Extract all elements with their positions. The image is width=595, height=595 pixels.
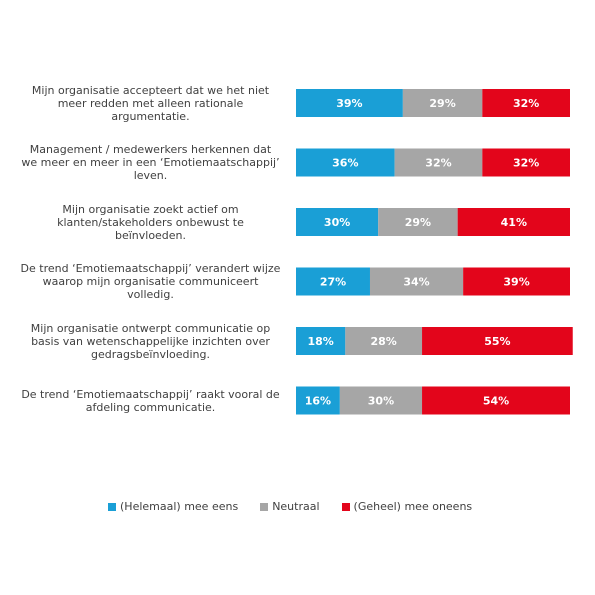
data-label-3-1: 34% (403, 276, 429, 289)
data-label-5-1: 30% (368, 395, 394, 408)
category-label-2: Mijn organisatie zoekt actief om klanten/… (13, 203, 288, 242)
legend-swatch-eens (108, 502, 116, 511)
category-label-line: Mijn organisatie ontwerpt communicatie o… (30, 321, 271, 335)
bar-segment-1-0 (296, 148, 395, 177)
legend-label-oneens: (Geheel) mee oneens (353, 500, 473, 513)
category-label-line: Management / medewerkers herkennen dat (29, 143, 272, 156)
bar-segment-1-2 (482, 148, 570, 177)
data-label-2-2: 41% (501, 216, 527, 229)
data-label-1-2: 32% (513, 157, 539, 170)
bar-segment-4-0 (296, 327, 346, 355)
data-label-1-1: 32% (425, 157, 451, 170)
legend-item-neutraal: Neutraal (260, 500, 320, 513)
category-label-line: we meer en meer in een ‘Emotiemaatschapp… (21, 156, 280, 169)
category-label-line: meer redden met alleen rationale (57, 96, 244, 110)
bar-segment-2-1 (378, 208, 458, 236)
bar-segment-5-2 (422, 386, 570, 415)
category-label-line: waarop mijn organisatie communiceert (42, 275, 259, 288)
data-label-2-1: 29% (405, 216, 431, 229)
category-label-line: volledig. (127, 288, 174, 301)
bar-segment-2-0 (296, 208, 379, 236)
legend-label-neutraal: Neutraal (272, 500, 320, 513)
category-label-line: Mijn organisatie accepteert dat we het n… (31, 83, 270, 97)
category-label-line: De trend ‘Emotiemaatschappij’ raakt voor… (21, 387, 280, 401)
legend-label-eens: (Helemaal) mee eens (120, 500, 239, 513)
data-label-0-0: 39% (336, 97, 362, 110)
bar-segment-1-1 (394, 148, 483, 177)
data-label-4-1: 28% (371, 335, 397, 348)
category-label-line: basis van wetenschappelijke inzichten ov… (31, 334, 270, 348)
category-label-1: Management / medewerkers herkennen dat we… (13, 143, 288, 182)
bar-segment-4-2 (422, 327, 573, 355)
category-label-line: Mijn organisatie zoekt actief om (62, 202, 239, 216)
bar-segment-2-2 (457, 208, 570, 236)
legend-swatch-oneens (341, 502, 350, 511)
legend-swatch-neutraal (260, 502, 269, 511)
legend-item-oneens: (Geheel) mee oneens (341, 500, 473, 513)
category-label-0: Mijn organisatie accepteert dat we het n… (13, 84, 288, 123)
bar-segment-3-2 (463, 267, 570, 296)
category-label-line: gedragsbeïnvloeding. (90, 347, 211, 361)
data-label-2-0: 30% (324, 216, 350, 229)
category-label-line: leven. (133, 169, 168, 182)
bar-segment-5-0 (296, 386, 340, 415)
bar-segment-0-1 (402, 89, 483, 117)
data-label-5-2: 54% (483, 395, 509, 408)
bar-segment-3-1 (369, 267, 464, 296)
category-label-line: beïnvloeden. (114, 228, 187, 242)
bar-segment-5-1 (339, 386, 423, 415)
data-label-1-0: 36% (332, 157, 358, 170)
legend: (Helemaal) mee eens Neutraal (Geheel) me… (108, 500, 494, 513)
bar-segment-0-0 (296, 89, 403, 117)
category-label-5: De trend ‘Emotiemaatschappij’ raakt voor… (13, 388, 288, 414)
legend-item-eens: (Helemaal) mee eens (108, 500, 238, 513)
category-label-line: klanten/stakeholders onbewust te (57, 215, 244, 229)
category-label-line: argumentatie. (111, 109, 190, 123)
data-label-0-2: 32% (513, 97, 539, 110)
data-label-4-2: 55% (484, 335, 510, 348)
bar-segment-4-1 (345, 327, 423, 355)
category-label-4: Mijn organisatie ontwerpt communicatie o… (13, 322, 288, 361)
bar-segment-0-2 (482, 89, 570, 117)
data-label-3-0: 27% (320, 276, 346, 289)
data-label-5-0: 16% (305, 395, 331, 408)
data-label-3-2: 39% (503, 276, 529, 289)
data-label-4-0: 18% (307, 335, 333, 348)
category-label-3: De trend ‘Emotiemaatschappij’ verandert … (13, 262, 288, 301)
data-label-0-1: 29% (429, 97, 455, 110)
category-label-line: De trend ‘Emotiemaatschappij’ verandert … (20, 262, 281, 275)
category-label-line: afdeling communicatie. (85, 400, 216, 414)
bar-segment-3-0 (296, 267, 370, 296)
